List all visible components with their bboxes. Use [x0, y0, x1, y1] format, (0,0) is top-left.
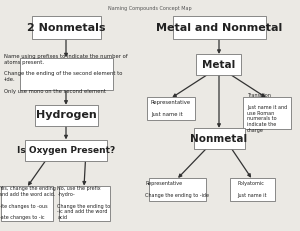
- FancyBboxPatch shape: [194, 128, 244, 149]
- FancyBboxPatch shape: [32, 16, 101, 39]
- Text: Is Oxygen Present?: Is Oxygen Present?: [17, 146, 115, 155]
- Text: Representative

Just name it: Representative Just name it: [151, 100, 191, 117]
- Text: Transition

Just name it and
use Roman
numerals to
indicate the
charge: Transition Just name it and use Roman nu…: [247, 93, 287, 133]
- FancyBboxPatch shape: [147, 97, 195, 120]
- Text: Polyatomic

Just name it: Polyatomic Just name it: [237, 181, 267, 198]
- FancyBboxPatch shape: [58, 186, 110, 221]
- Text: Metal: Metal: [202, 60, 236, 70]
- Text: Name using prefixes to indicate the number of
atoms present.

Change the ending : Name using prefixes to indicate the numb…: [4, 54, 128, 94]
- Text: Nonmetal: Nonmetal: [190, 134, 248, 144]
- FancyBboxPatch shape: [196, 54, 242, 75]
- Text: No, use the prefix
-hydro-

Change the ending to
-ic and add the word
acid: No, use the prefix -hydro- Change the en…: [57, 186, 111, 220]
- Text: Yes, change the ending
and add the word acid.

-ite changes to -ous

-ate change: Yes, change the ending and add the word …: [0, 186, 56, 220]
- Text: Metal and Nonmetal: Metal and Nonmetal: [156, 23, 282, 33]
- FancyBboxPatch shape: [20, 58, 112, 90]
- FancyBboxPatch shape: [172, 16, 266, 39]
- Text: Representative

Change the ending to -ide: Representative Change the ending to -ide: [145, 181, 209, 198]
- FancyBboxPatch shape: [230, 178, 274, 201]
- FancyBboxPatch shape: [26, 140, 106, 161]
- Text: Hydrogen: Hydrogen: [36, 110, 96, 121]
- FancyBboxPatch shape: [243, 97, 291, 129]
- Text: Naming Compounds Concept Map: Naming Compounds Concept Map: [108, 6, 192, 11]
- Text: 2 Nonmetals: 2 Nonmetals: [27, 23, 105, 33]
- FancyBboxPatch shape: [148, 178, 206, 201]
- FancyBboxPatch shape: [2, 186, 52, 221]
- FancyBboxPatch shape: [34, 105, 98, 126]
